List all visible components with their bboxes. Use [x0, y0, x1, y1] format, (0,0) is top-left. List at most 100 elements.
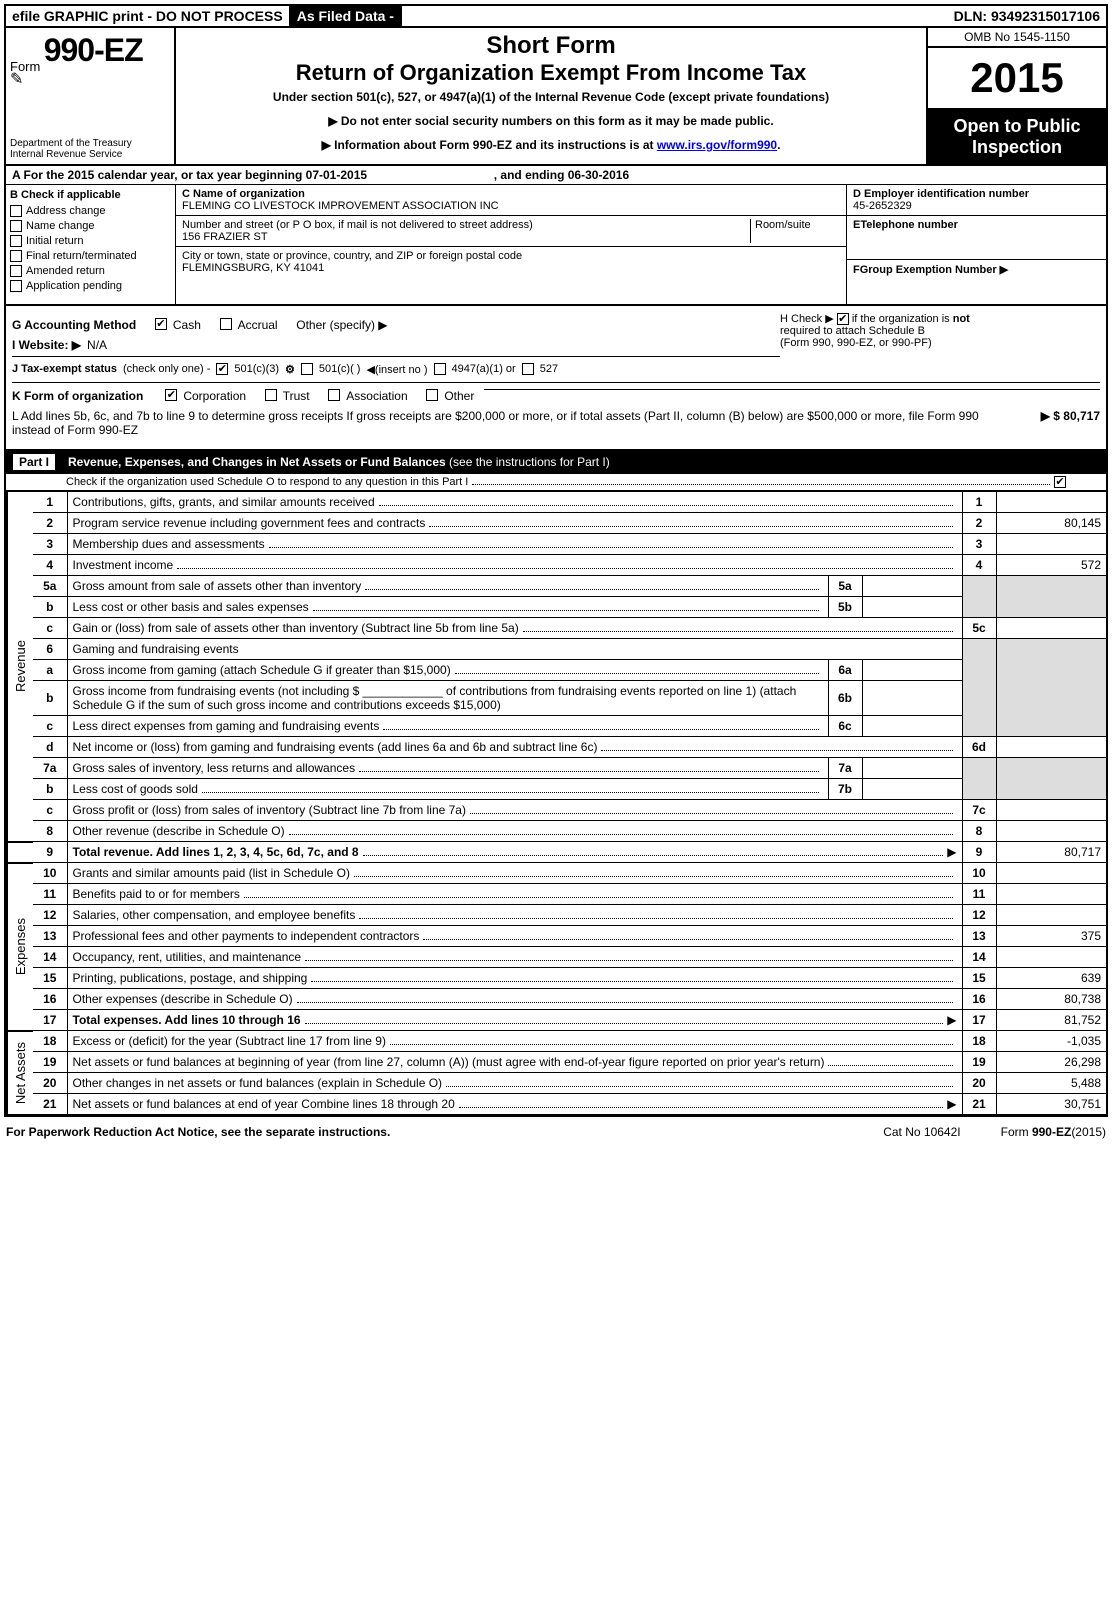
- line-17: 17Total expenses. Add lines 10 through 1…: [7, 1010, 1106, 1031]
- org-name: FLEMING CO LIVESTOCK IMPROVEMENT ASSOCIA…: [182, 200, 840, 212]
- chk-initial-return[interactable]: Initial return: [10, 235, 171, 247]
- h-checkbox-icon[interactable]: [837, 313, 849, 325]
- l-text: L Add lines 5b, 6c, and 7b to line 9 to …: [12, 409, 1015, 437]
- line-8: 8 Other revenue (describe in Schedule O)…: [7, 821, 1106, 842]
- f-label: FGroup Exemption Number ▶: [853, 264, 1008, 276]
- omb-number: OMB No 1545-1150: [928, 28, 1106, 48]
- line-6b: b Gross income from fundraising events (…: [7, 681, 1106, 716]
- k-trust-checkbox-icon[interactable]: [265, 389, 277, 401]
- g-cash-checkbox-icon[interactable]: [155, 318, 167, 330]
- g-accrual-checkbox-icon[interactable]: [220, 318, 232, 330]
- as-filed-badge: As Filed Data -: [289, 6, 402, 26]
- org-city: FLEMINGSBURG, KY 41041: [182, 262, 840, 274]
- header-left: Form 990-EZ ✎ Department of the Treasury…: [6, 28, 176, 164]
- info-prefix: ▶ Information about Form 990-EZ and its …: [322, 138, 657, 152]
- form-ref: Form 990-EZ(2015): [1001, 1125, 1106, 1139]
- form-prefix: Form: [10, 59, 40, 74]
- line-a-end: , and ending 06-30-2016: [494, 168, 629, 182]
- open-inspection: Open to Public Inspection: [928, 110, 1106, 164]
- netassets-label: Net Assets: [13, 1042, 28, 1104]
- chk-name-change[interactable]: Name change: [10, 220, 171, 232]
- dept-treasury: Department of the Treasury: [10, 138, 132, 149]
- line-21: 21Net assets or fund balances at end of …: [7, 1094, 1106, 1115]
- expenses-label: Expenses: [13, 918, 28, 975]
- paperwork-notice: For Paperwork Reduction Act Notice, see …: [6, 1125, 390, 1139]
- line-10: Expenses 10 Grants and similar amounts p…: [7, 863, 1106, 884]
- chk-final-return[interactable]: Final return/terminated: [10, 250, 171, 262]
- cat-no: Cat No 10642I: [883, 1125, 960, 1139]
- k-other-checkbox-icon[interactable]: [426, 389, 438, 401]
- line-14: 14Occupancy, rent, utilities, and mainte…: [7, 947, 1106, 968]
- section-k: K Form of organization Corporation Trust…: [12, 382, 1100, 403]
- b-header: B Check if applicable: [10, 189, 171, 201]
- line-7c: c Gross profit or (loss) from sales of i…: [7, 800, 1106, 821]
- line-6c: c Less direct expenses from gaming and f…: [7, 716, 1106, 737]
- i-label: I Website: ▶: [12, 338, 81, 352]
- section-def: D Employer identification number 45-2652…: [846, 185, 1106, 304]
- dept-info: Department of the Treasury Internal Reve…: [10, 138, 132, 160]
- g-label: G Accounting Method: [12, 318, 136, 332]
- line-a-begin: A For the 2015 calendar year, or tax yea…: [12, 168, 367, 182]
- line-7b: b Less cost of goods sold 7b: [7, 779, 1106, 800]
- line-a: A For the 2015 calendar year, or tax yea…: [6, 166, 1106, 185]
- j-527-checkbox-icon[interactable]: [522, 363, 534, 375]
- form-page: efile GRAPHIC print - DO NOT PROCESS As …: [4, 4, 1108, 1117]
- info-notice: ▶ Information about Form 990-EZ and its …: [184, 138, 918, 152]
- checkbox-icon: [10, 280, 22, 292]
- line-19: 19Net assets or fund balances at beginni…: [7, 1052, 1106, 1073]
- part1-check-sched-o: Check if the organization used Schedule …: [6, 474, 1106, 491]
- line-6: 6 Gaming and fundraising events: [7, 639, 1106, 660]
- section-h: H Check ▶ if the organization is not req…: [780, 312, 1100, 349]
- line-2: 2 Program service revenue including gove…: [7, 513, 1106, 534]
- j-label: J Tax-exempt status: [12, 363, 117, 375]
- section-g: G Accounting Method Cash Accrual Other (…: [12, 318, 780, 332]
- short-form-label: Short Form: [184, 32, 918, 60]
- city-label: City or town, state or province, country…: [182, 250, 840, 262]
- line-13: 13Professional fees and other payments t…: [7, 926, 1106, 947]
- form-title: Return of Organization Exempt From Incom…: [184, 60, 918, 86]
- chk-application-pending[interactable]: Application pending: [10, 280, 171, 292]
- block-ghijkl: H Check ▶ if the organization is not req…: [6, 306, 1106, 450]
- section-b: B Check if applicable Address change Nam…: [6, 185, 176, 304]
- dept-irs: Internal Revenue Service: [10, 149, 132, 160]
- part1-title: Revenue, Expenses, and Changes in Net As…: [68, 455, 610, 469]
- website-value: N/A: [87, 338, 107, 352]
- section-l: L Add lines 5b, 6c, and 7b to line 9 to …: [12, 409, 1100, 437]
- ssn-notice: ▶ Do not enter social security numbers o…: [184, 114, 918, 128]
- j-501c-checkbox-icon[interactable]: [301, 363, 313, 375]
- ein-value: 45-2652329: [853, 200, 912, 212]
- topbar: efile GRAPHIC print - DO NOT PROCESS As …: [6, 6, 1106, 28]
- line-18: Net Assets 18Excess or (deficit) for the…: [7, 1031, 1106, 1052]
- sched-o-checkbox-icon[interactable]: [1054, 476, 1066, 488]
- revenue-label: Revenue: [13, 640, 28, 692]
- part1-header: Part I Revenue, Expenses, and Changes in…: [6, 450, 1106, 474]
- k-label: K Form of organization: [12, 389, 143, 403]
- line-7a: 7a Gross sales of inventory, less return…: [7, 758, 1106, 779]
- k-corp-checkbox-icon[interactable]: [165, 389, 177, 401]
- d-label: D Employer identification number: [853, 188, 1029, 200]
- line-15: 15Printing, publications, postage, and s…: [7, 968, 1106, 989]
- page-footer: For Paperwork Reduction Act Notice, see …: [0, 1121, 1112, 1143]
- open-line2: Inspection: [930, 137, 1104, 158]
- k-assoc-checkbox-icon[interactable]: [328, 389, 340, 401]
- chk-amended-return[interactable]: Amended return: [10, 265, 171, 277]
- line-6d: d Net income or (loss) from gaming and f…: [7, 737, 1106, 758]
- line-3: 3 Membership dues and assessments 3: [7, 534, 1106, 555]
- form-header: Form 990-EZ ✎ Department of the Treasury…: [6, 28, 1106, 166]
- form-subtitle: Under section 501(c), 527, or 4947(a)(1)…: [184, 90, 918, 104]
- checkbox-icon: [10, 265, 22, 277]
- chk-address-change[interactable]: Address change: [10, 205, 171, 217]
- dln-number: DLN: 93492315017106: [954, 8, 1106, 24]
- line-4: 4 Investment income 4572: [7, 555, 1106, 576]
- open-line1: Open to Public: [930, 116, 1104, 137]
- lines-table: Revenue 1 Contributions, gifts, grants, …: [6, 491, 1106, 1115]
- line-12: 12Salaries, other compensation, and empl…: [7, 905, 1106, 926]
- part1-label: Part I: [12, 453, 56, 471]
- irs-link[interactable]: www.irs.gov/form990: [657, 138, 777, 152]
- j-501c3-checkbox-icon[interactable]: [216, 363, 228, 375]
- checkbox-icon: [10, 235, 22, 247]
- checkbox-icon: [10, 220, 22, 232]
- line-5a: 5a Gross amount from sale of assets othe…: [7, 576, 1106, 597]
- j-4947-checkbox-icon[interactable]: [434, 363, 446, 375]
- section-j: J Tax-exempt status (check only one) - 5…: [12, 363, 1100, 376]
